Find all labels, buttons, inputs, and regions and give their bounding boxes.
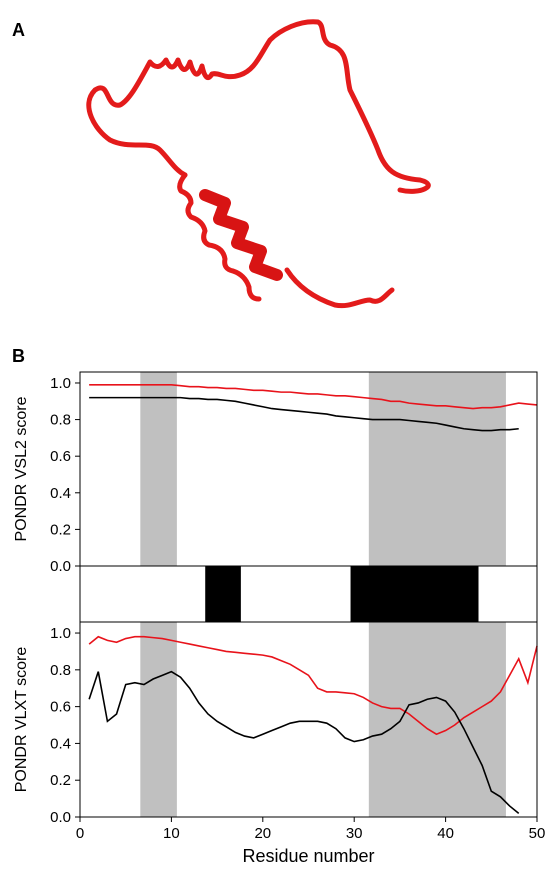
y-tick-label: 0.0 — [50, 809, 71, 826]
y-tick-label: 0.2 — [50, 521, 71, 538]
y-tick-label: 0.8 — [50, 412, 71, 429]
y-tick-label: 0.0 — [50, 558, 71, 575]
x-tick-label: 50 — [529, 825, 546, 842]
x-tick-label: 0 — [76, 825, 84, 842]
x-tick-label: 10 — [163, 825, 180, 842]
x-tick-label: 20 — [254, 825, 271, 842]
shaded-region — [369, 622, 506, 817]
shaded-region — [140, 372, 177, 566]
panel-label: A — [12, 20, 25, 40]
y-tick-label: 0.8 — [50, 662, 71, 679]
structure-span — [205, 566, 241, 622]
y-tick-label: 1.0 — [50, 375, 71, 392]
x-tick-label: 40 — [437, 825, 454, 842]
y-axis-label: PONDR VLXT score — [13, 647, 30, 793]
y-tick-label: 1.0 — [50, 625, 71, 642]
y-axis-label: PONDR VSL2 score — [13, 396, 30, 541]
y-tick-label: 0.6 — [50, 699, 71, 716]
y-tick-label: 0.2 — [50, 772, 71, 789]
shaded-region — [140, 622, 177, 817]
structure-span — [351, 566, 479, 622]
y-tick-label: 0.4 — [50, 485, 71, 502]
x-tick-label: 30 — [346, 825, 363, 842]
x-axis-label: Residue number — [242, 846, 374, 866]
figure: A B 0.0 0.2 0.4 0.6 0.8 1.0 PONDR VSL2 score 0.… — [0, 0, 547, 877]
y-tick-label: 0.4 — [50, 735, 71, 752]
y-tick-label: 0.6 — [50, 448, 71, 465]
protein-ribbon — [89, 22, 428, 306]
panel-label: B — [12, 346, 25, 366]
